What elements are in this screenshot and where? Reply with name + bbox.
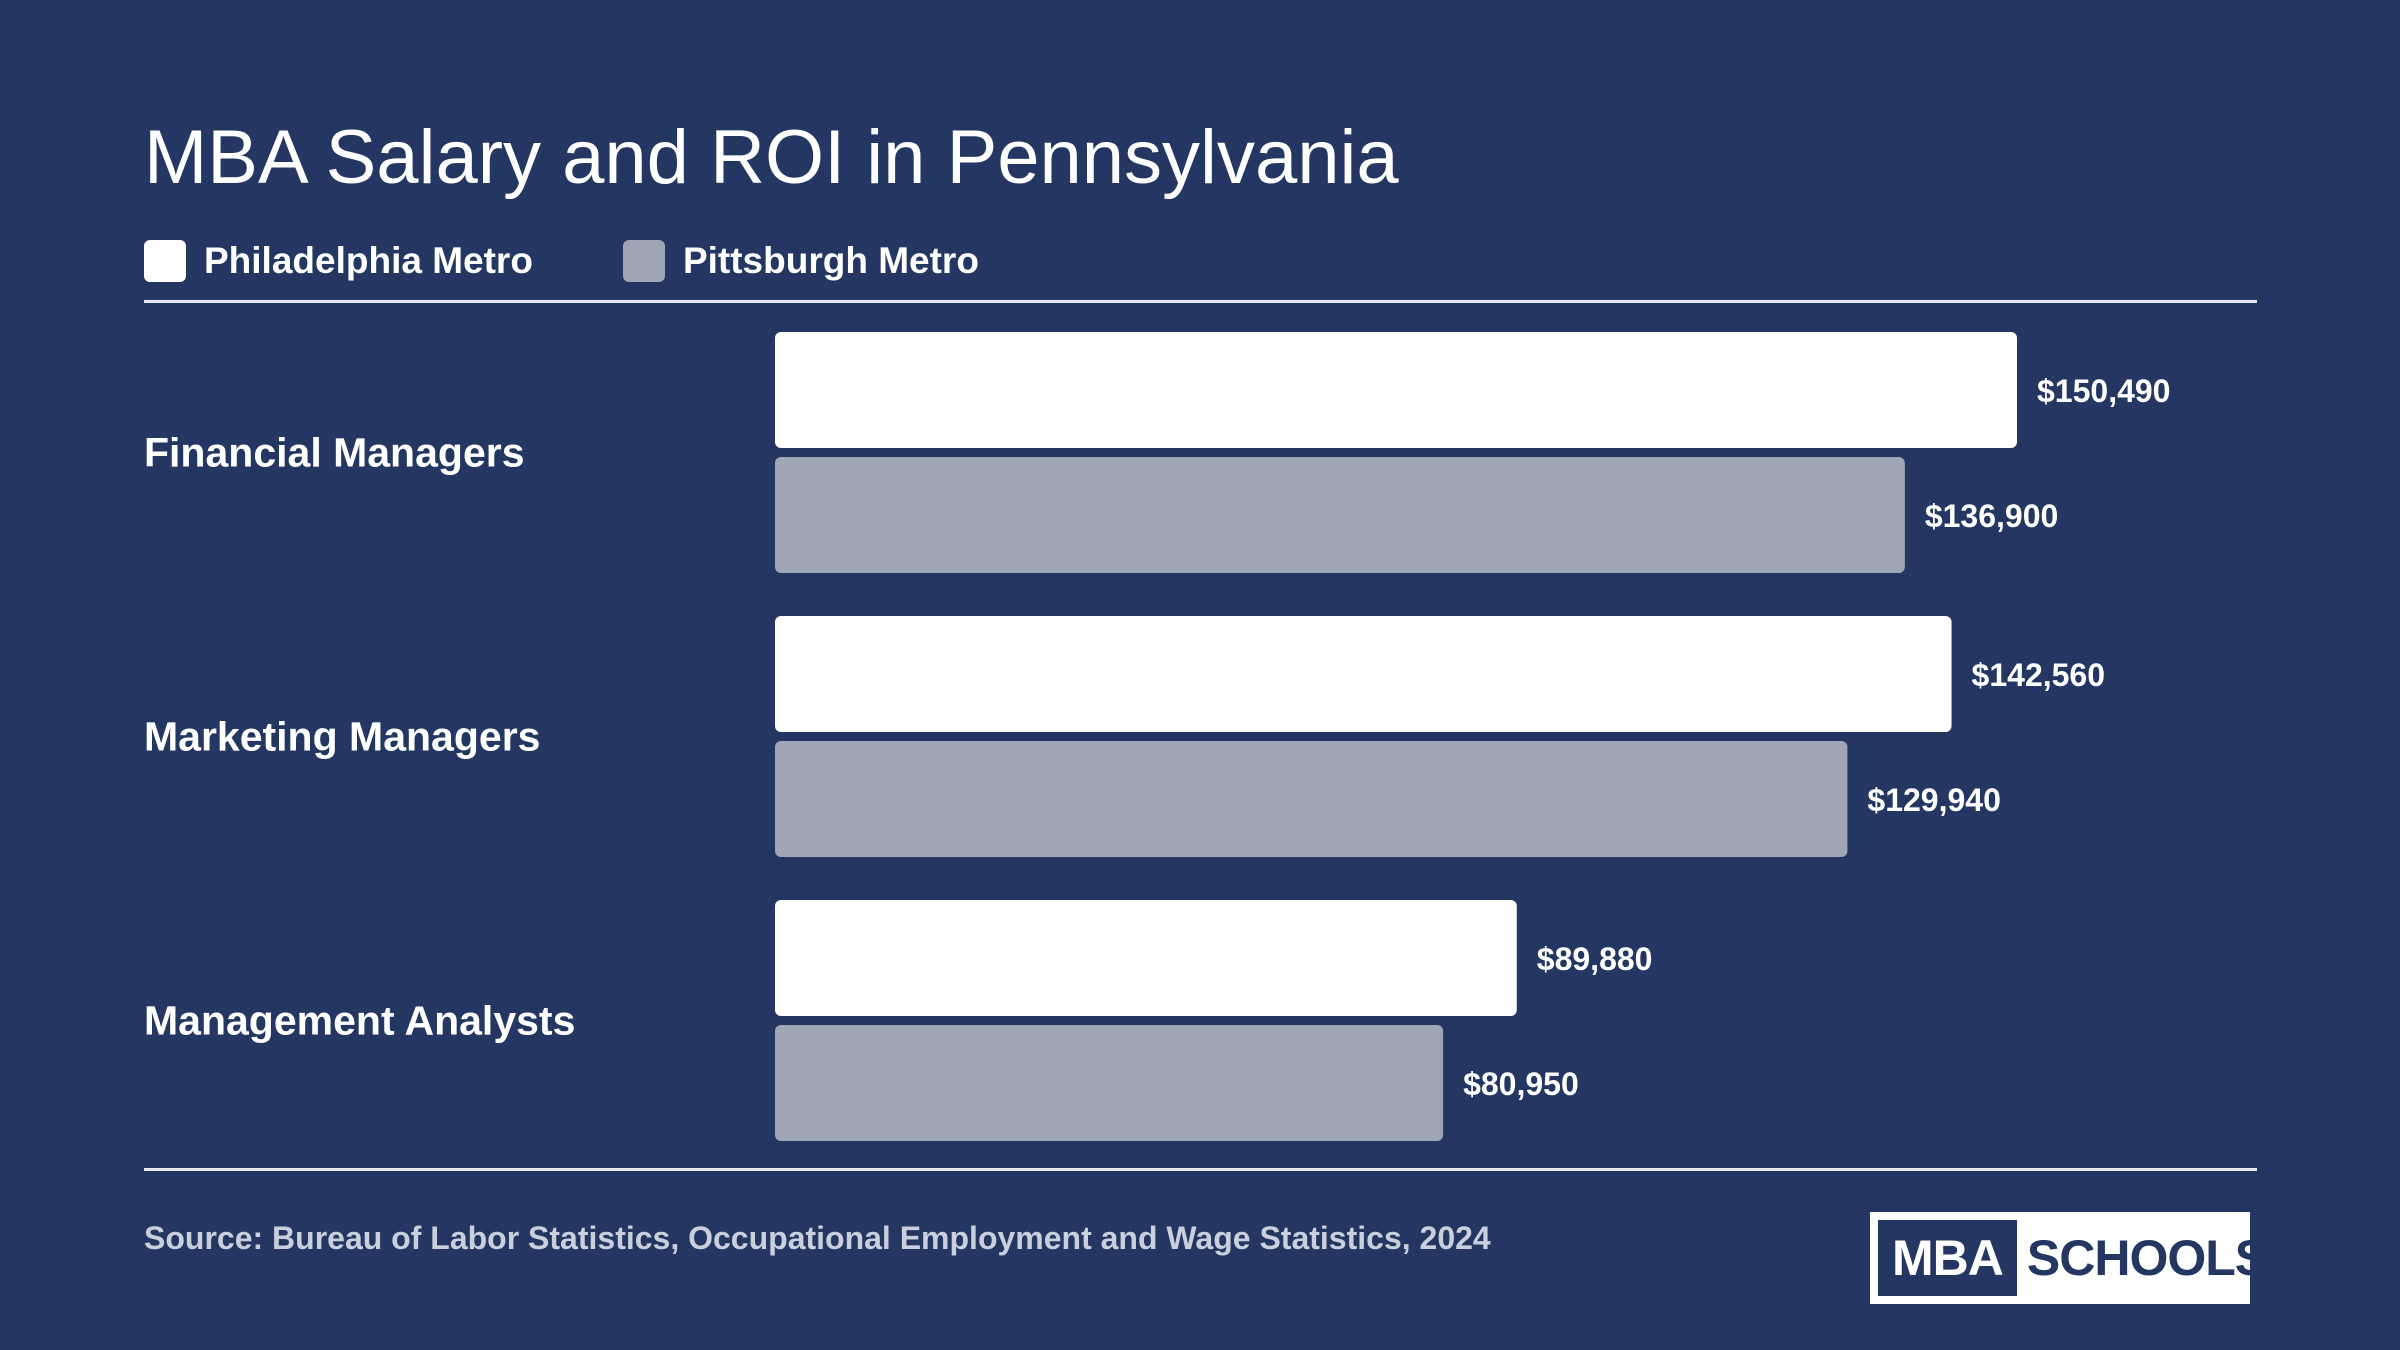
legend-label-philadelphia: Philadelphia Metro	[204, 240, 533, 281]
bar-pittsburgh	[775, 741, 1848, 857]
legend-item-philadelphia: Philadelphia Metro	[144, 240, 533, 282]
category-label: Financial Managers	[144, 430, 525, 476]
bar-pittsburgh	[775, 1025, 1444, 1141]
legend-label-pittsburgh: Pittsburgh Metro	[682, 240, 979, 281]
legend-item-pittsburgh: Pittsburgh Metro	[622, 240, 979, 282]
bar-value-label: $80,950	[1463, 1066, 1579, 1102]
bar-philadelphia	[775, 900, 1517, 1016]
bar-pittsburgh	[775, 457, 1905, 573]
bar-value-label: $142,560	[1972, 657, 2105, 693]
legend: Philadelphia Metro Pittsburgh Metro	[144, 236, 1069, 286]
bar-value-label: $129,940	[1867, 782, 2000, 818]
logo-schools-text: SCHOOLS	[2026, 1230, 2268, 1286]
mba-schools-logo: MBA SCHOOLS	[1870, 1212, 2268, 1304]
chart-title: MBA Salary and ROI in Pennsylvania	[144, 115, 1399, 200]
bar-philadelphia	[775, 332, 2017, 448]
bar-philadelphia	[775, 616, 1952, 732]
top-divider	[144, 300, 2257, 303]
source-note: Source: Bureau of Labor Statistics, Occu…	[144, 1220, 1491, 1256]
legend-swatch-philadelphia	[144, 240, 186, 282]
bar-value-label: $136,900	[1925, 498, 2058, 534]
category-label: Marketing Managers	[144, 714, 540, 760]
category-label: Management Analysts	[144, 998, 575, 1044]
logo-mba-text: MBA	[1878, 1220, 2017, 1296]
legend-swatch-pittsburgh	[622, 240, 665, 282]
bar-value-label: $89,880	[1537, 941, 1653, 977]
bar-value-label: $150,490	[2037, 373, 2170, 409]
bottom-divider	[144, 1168, 2257, 1171]
